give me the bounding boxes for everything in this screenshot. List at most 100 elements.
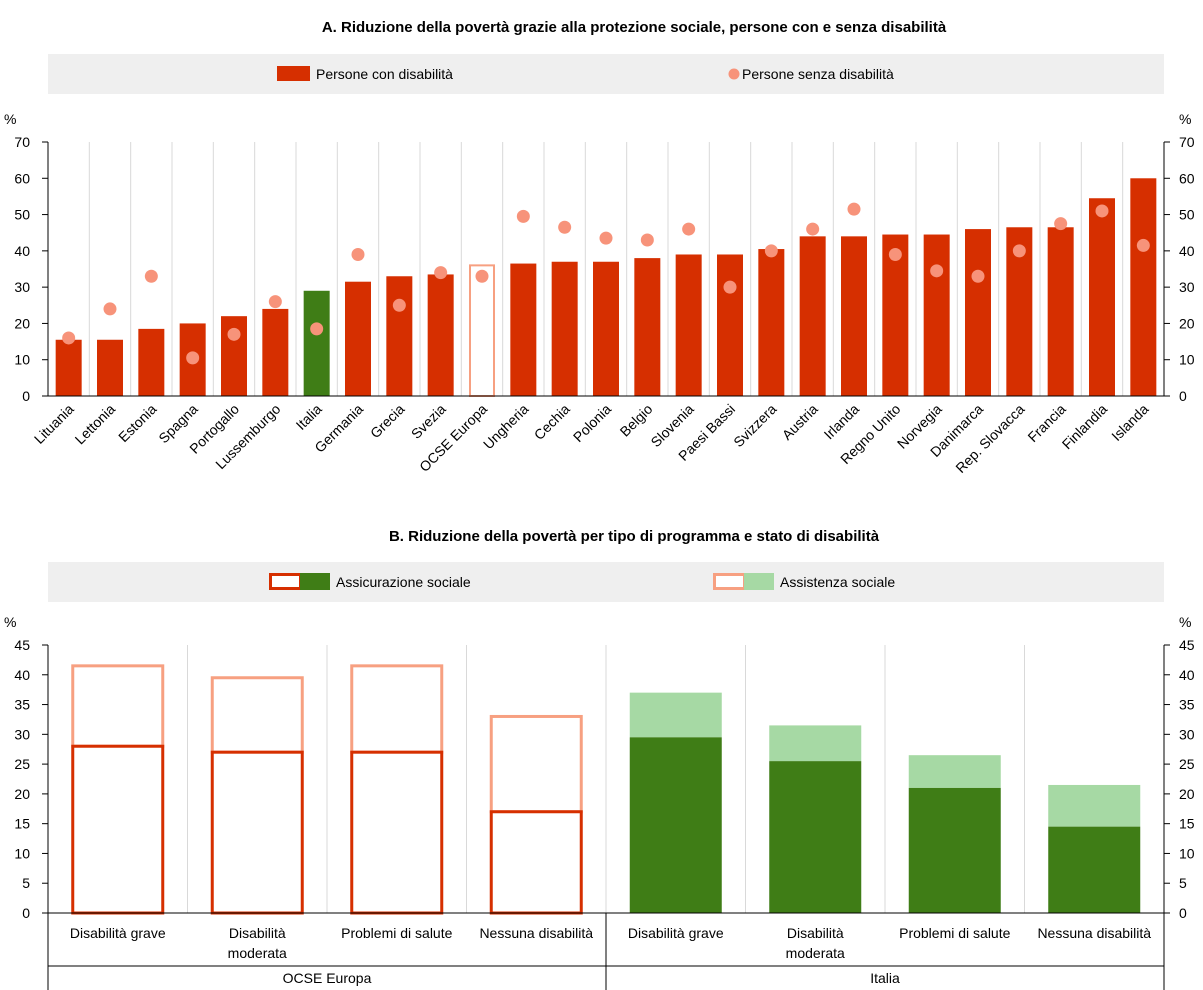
x-tick-label: Nessuna disabilità: [479, 925, 593, 941]
dot-spagna: [186, 351, 200, 365]
bar-estonia: [138, 328, 165, 396]
bar-lituania: [55, 339, 82, 396]
y-tick-label-right: 45: [1179, 637, 1195, 653]
y-tick-label-left: 30: [14, 279, 30, 295]
y-tick-label-left: 45: [14, 637, 30, 653]
dot-germania: [351, 247, 365, 261]
bar-germania: [345, 281, 371, 396]
bar-francia: [1047, 227, 1074, 396]
legend-label-insurance: Assicurazione sociale: [336, 574, 471, 590]
bar-insurance-disabilit-grave-italia: [629, 737, 722, 913]
y-tick-label-left: 0: [22, 388, 30, 404]
bar-islanda: [1130, 178, 1157, 396]
panel-a-unit-right: %: [1179, 111, 1191, 127]
bar-belgio: [634, 258, 661, 396]
y-tick-label-right: 10: [1179, 845, 1195, 861]
dot-belgio: [640, 233, 654, 247]
panel-a-unit-left: %: [4, 111, 16, 127]
y-tick-label-left: 70: [14, 134, 30, 150]
legend-swatch-disabled: [277, 66, 310, 81]
x-tick-label: Italia: [293, 401, 325, 433]
y-tick-label-right: 30: [1179, 726, 1195, 742]
dot-austria: [806, 222, 820, 236]
x-tick-label: Finlandia: [1059, 401, 1111, 453]
dot-irlanda: [847, 202, 861, 216]
bar-assistance-problemi-di-salute-italia: [908, 755, 1001, 788]
dot-paesi-bassi: [723, 280, 737, 294]
panel-a-legend-box: [48, 54, 1164, 94]
y-tick-label-left: 5: [22, 875, 30, 891]
x-tick-label: Lettonia: [72, 401, 119, 448]
x-tick-label: Disabilità grave: [628, 925, 724, 941]
x-tick-label: Estonia: [115, 401, 159, 445]
bar-insurance-nessuna-disabilit--italia: [1048, 826, 1141, 913]
bar-assistance-problemi-di-salute-oecd: [350, 664, 444, 754]
dot-svezia: [434, 266, 448, 280]
legend-label-assistance: Assistenza sociale: [780, 574, 895, 590]
dot-francia: [1054, 217, 1068, 231]
panel-b-plot: 0 0 5 5 10 10 15 15 20 20 25 25 30 30 35 35 40 40 45 45 Disa…: [14, 637, 1195, 990]
panel-b-unit-right: %: [1179, 614, 1191, 630]
y-tick-label-right: 40: [1179, 243, 1195, 259]
dot-rep-slovacca: [1012, 244, 1026, 258]
y-tick-label-left: 25: [14, 756, 30, 772]
dot-lettonia: [103, 302, 117, 316]
dot-svizzera: [764, 244, 778, 258]
bar-norvegia: [923, 234, 950, 396]
group-label: Italia: [870, 970, 900, 986]
legend-swatch-insurance-filled: [300, 573, 330, 590]
bar-insurance-problemi-di-salute-italia: [908, 787, 1001, 913]
dot-finlandia: [1095, 204, 1109, 218]
legend-swatch-assistance-filled: [744, 573, 774, 590]
y-tick-label-right: 20: [1179, 315, 1195, 331]
x-tick-label: Austria: [779, 401, 821, 443]
y-tick-label-left: 0: [22, 905, 30, 921]
dot-estonia: [144, 269, 158, 283]
y-tick-label-right: 35: [1179, 697, 1195, 713]
bar-insurance-disabilit-grave-oecd: [71, 744, 165, 915]
x-tick-label: Ungheria: [480, 401, 532, 453]
bar-insurance-disabilit-moderata-italia: [769, 761, 862, 913]
y-tick-label-right: 0: [1179, 388, 1187, 404]
panel-a-plot: 0 0 10 10 20 20 30 30 40 40 50 50 60 60 70 70 LituaniaLe…: [14, 134, 1194, 476]
y-tick-label-left: 10: [14, 352, 30, 368]
y-tick-label-right: 5: [1179, 875, 1187, 891]
dot-danimarca: [971, 269, 985, 283]
dot-portogallo: [227, 327, 241, 341]
y-tick-label-left: 35: [14, 697, 30, 713]
x-tick-label: Disabilità: [787, 925, 844, 941]
bar-regno-unito: [882, 234, 909, 396]
x-tick-label: Polonia: [570, 401, 614, 445]
y-tick-label-left: 30: [14, 726, 30, 742]
x-tick-label: moderata: [228, 945, 287, 961]
bar-svezia: [427, 274, 454, 396]
bar-polonia: [593, 261, 619, 396]
dot-lussemburgo: [268, 295, 282, 309]
dot-polonia: [599, 231, 613, 245]
x-tick-label: Lituania: [31, 401, 77, 447]
x-tick-label: moderata: [786, 945, 845, 961]
dot-lituania: [62, 331, 76, 345]
x-tick-label: Disabilità grave: [70, 925, 166, 941]
bar-assistance-disabilit-grave-oecd: [71, 664, 165, 748]
bar-ocse-europa: [469, 264, 495, 397]
bar-slovenia: [675, 254, 702, 396]
bar-assistance-nessuna-disabilit--italia: [1048, 784, 1141, 827]
bar-assistance-disabilit-moderata-italia: [769, 725, 862, 762]
dot-slovenia: [682, 222, 696, 236]
y-tick-label-left: 60: [14, 170, 30, 186]
dot-islanda: [1136, 238, 1150, 252]
bar-austria: [799, 236, 826, 396]
bar-paesi-bassi: [717, 254, 743, 396]
legend-swatch-insurance-outline: [269, 573, 302, 590]
y-tick-label-right: 10: [1179, 352, 1195, 368]
bar-ungheria: [510, 263, 537, 396]
bar-lettonia: [97, 339, 123, 396]
dot-ocse-europa: [475, 269, 489, 283]
x-tick-label: Islanda: [1108, 401, 1151, 444]
bar-svizzera: [758, 249, 785, 396]
y-tick-label-right: 20: [1179, 786, 1195, 802]
dot-regno-unito: [888, 247, 902, 261]
x-tick-label: Svizzera: [730, 401, 779, 450]
